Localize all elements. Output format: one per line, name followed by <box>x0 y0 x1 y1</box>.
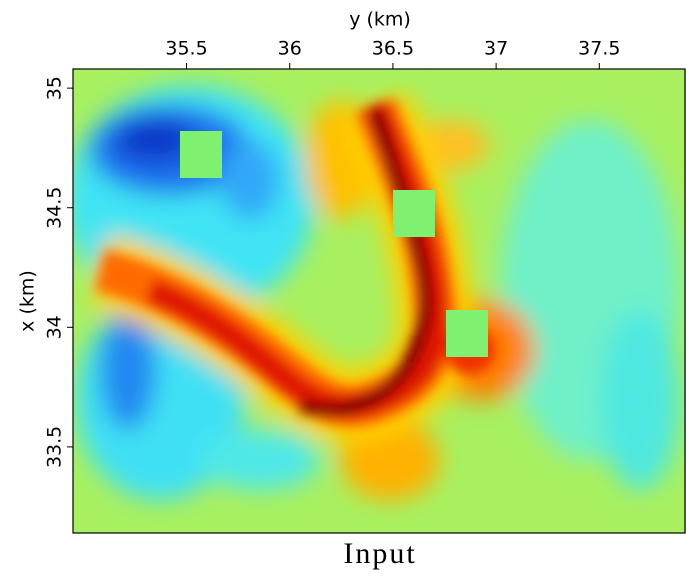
plot-frame <box>72 68 686 534</box>
x-axis-label: y (km) <box>349 9 411 31</box>
x-tick-label: 37 <box>484 38 508 60</box>
x-tick-label: 36.5 <box>372 38 414 60</box>
x-tick-label: 36 <box>278 38 302 60</box>
y-tick-label: 35 <box>44 76 66 100</box>
y-axis-label: x (km) <box>17 270 39 332</box>
x-tick-label: 37.5 <box>578 38 620 60</box>
y-tick-label: 33.5 <box>44 426 66 468</box>
y-tick-label: 34 <box>44 315 66 339</box>
heatmap-image <box>73 69 686 533</box>
x-tick-label: 35.5 <box>165 38 207 60</box>
y-tick-label: 34.5 <box>44 187 66 229</box>
chart-title: Input <box>343 537 416 570</box>
